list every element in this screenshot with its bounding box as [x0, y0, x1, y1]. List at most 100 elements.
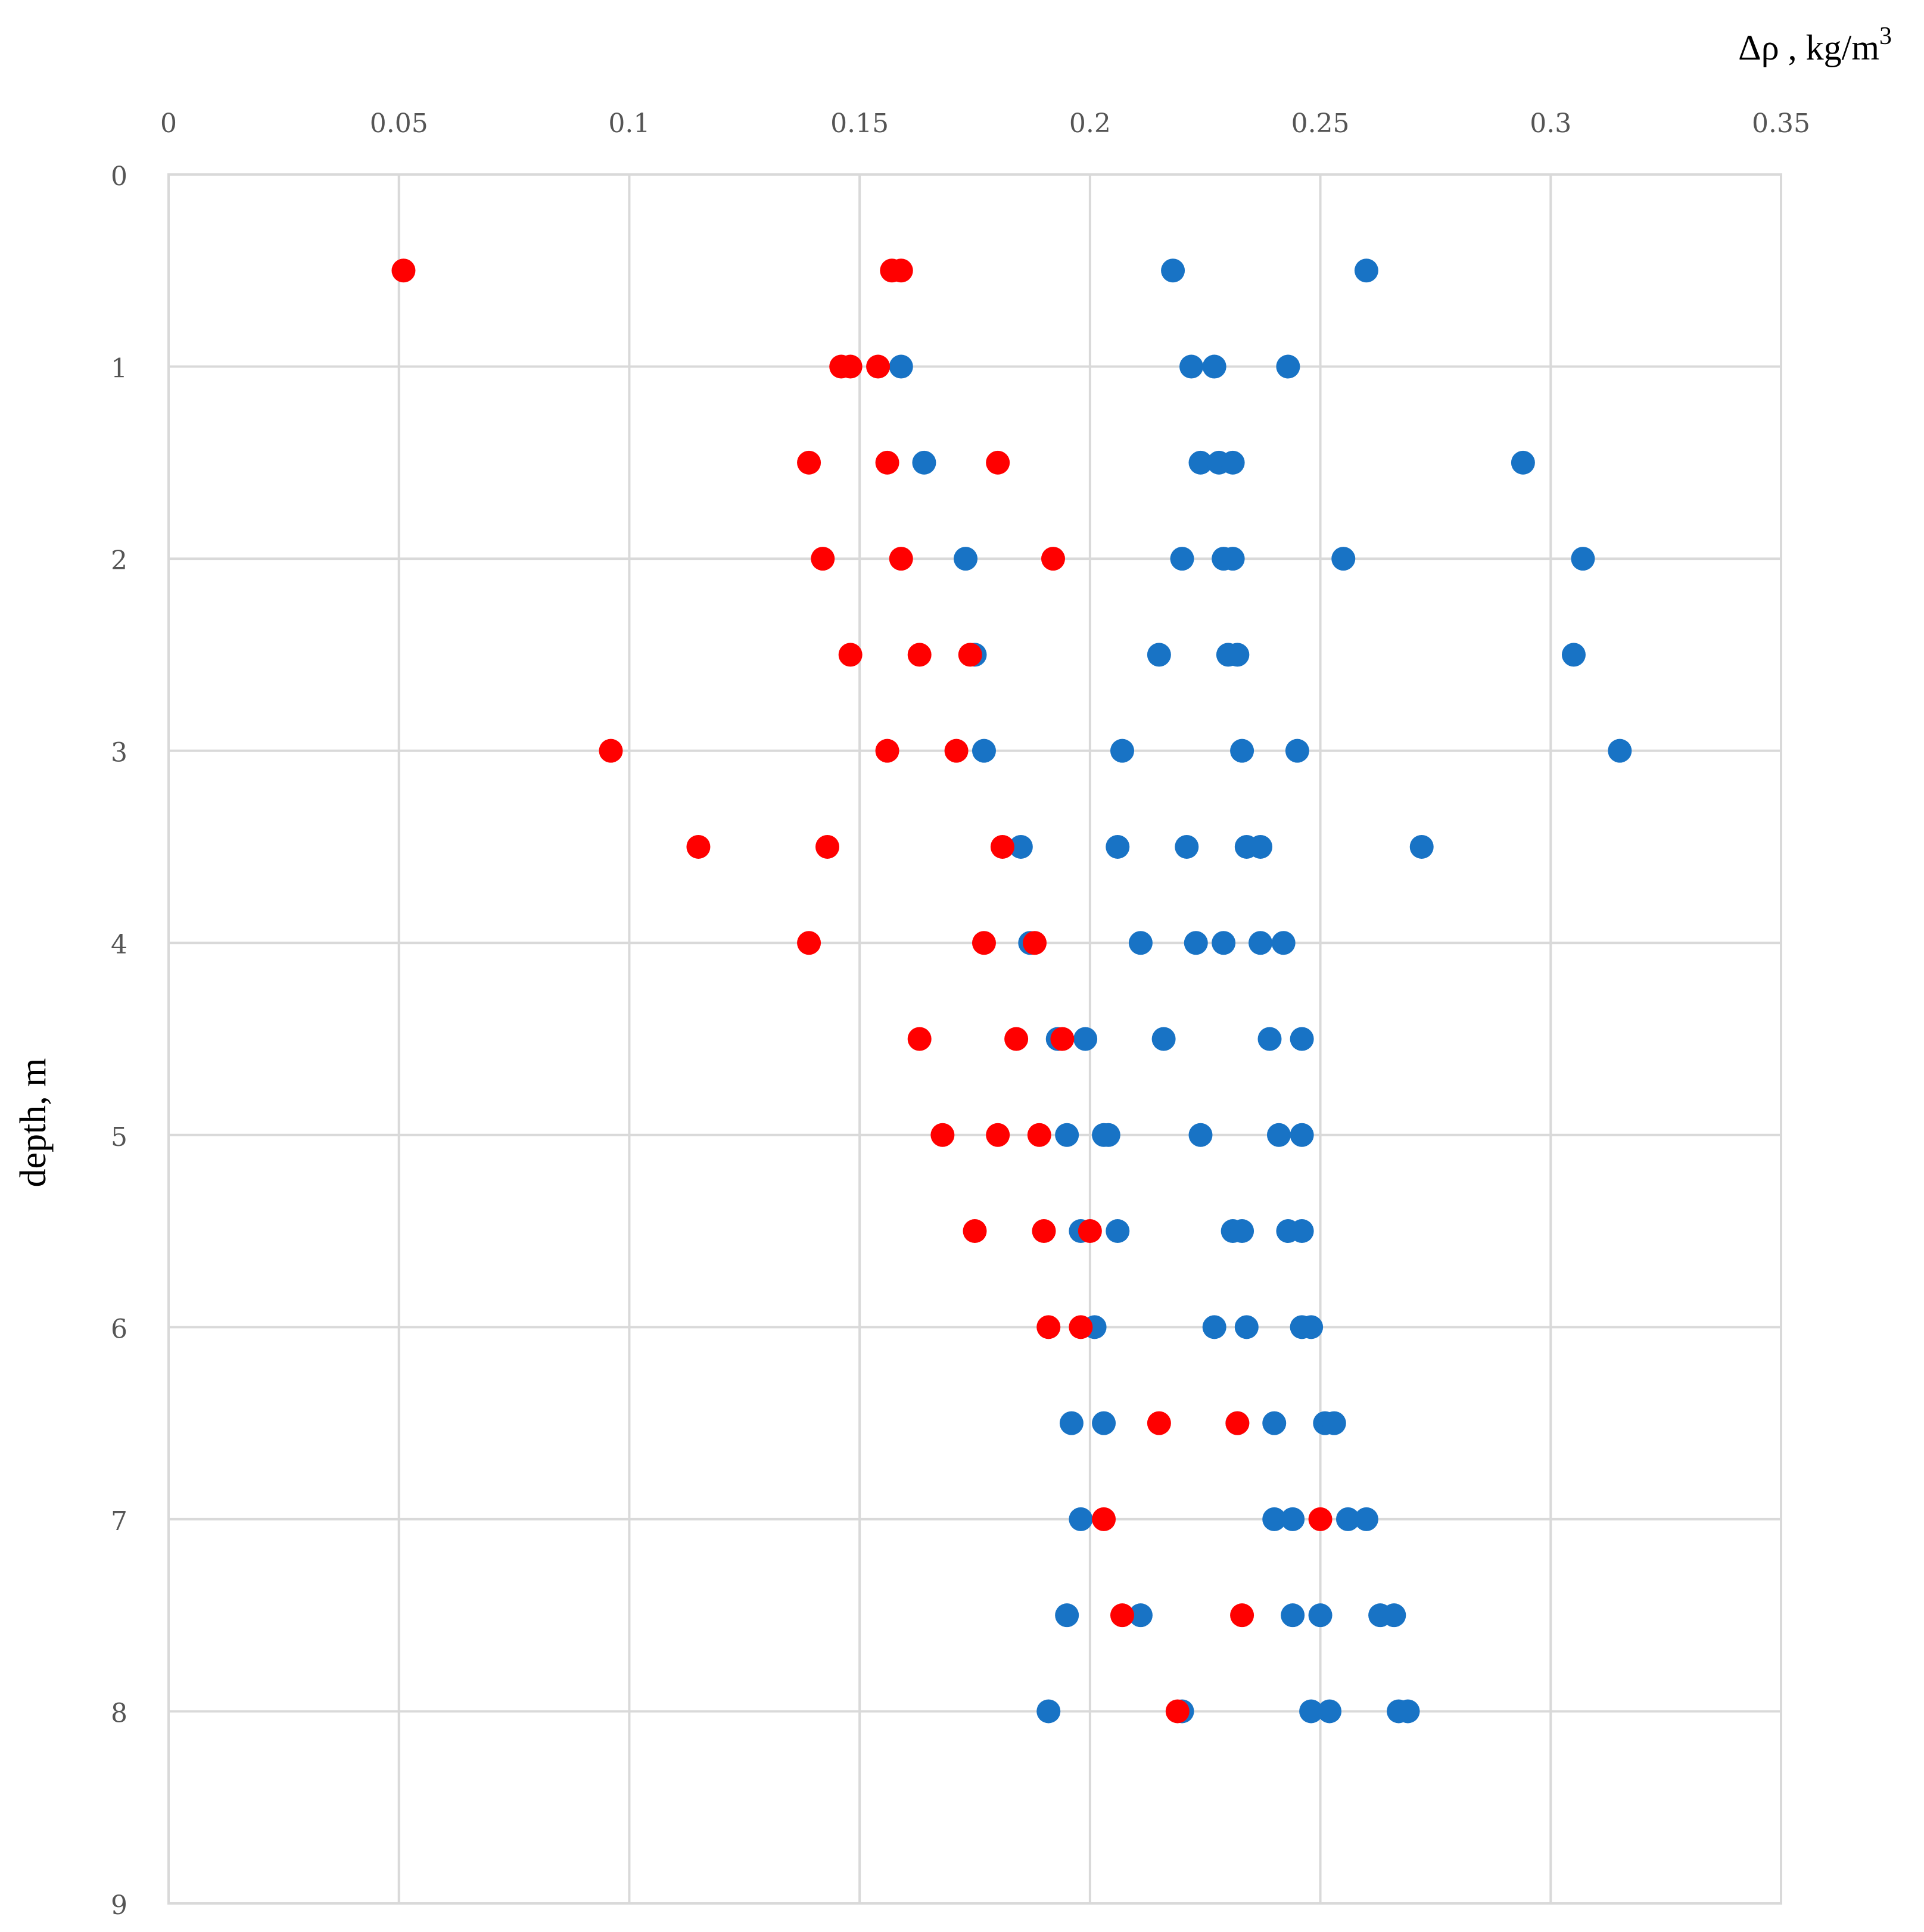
data-point-blue: [1234, 1315, 1259, 1339]
y-axis-label: depth, m: [13, 1058, 54, 1188]
data-point-blue: [1128, 931, 1153, 955]
data-point-red: [944, 738, 969, 763]
data-point-red: [963, 1219, 987, 1244]
data-point-blue: [1276, 354, 1300, 379]
data-point-blue: [1069, 1507, 1093, 1531]
data-point-red: [797, 450, 821, 475]
y-tick-label: 2: [111, 546, 127, 576]
data-point-blue: [1202, 1315, 1226, 1339]
data-point-blue: [1055, 1603, 1079, 1628]
data-point-blue: [1225, 643, 1250, 667]
data-point-red: [986, 1123, 1010, 1147]
y-tick-label: 7: [111, 1506, 127, 1537]
data-point-blue: [1110, 738, 1134, 763]
data-point-blue: [1266, 1123, 1291, 1147]
y-tick-label: 8: [111, 1698, 127, 1728]
data-point-red: [838, 643, 863, 667]
data-point-blue: [1221, 450, 1245, 475]
data-point-blue: [1299, 1699, 1324, 1724]
x-axis-tick-labels: 0 0.05 0.1 0.15 0.2 0.25 0.3 0.35: [160, 108, 1810, 139]
x-tick-label: 0.05: [370, 108, 428, 139]
plot-area: [167, 173, 1782, 1905]
data-point-blue: [1382, 1603, 1406, 1628]
data-point-red: [972, 931, 996, 955]
data-point-red: [599, 738, 623, 763]
data-point-red: [1110, 1603, 1134, 1628]
data-point-blue: [1221, 547, 1245, 571]
series-red: [391, 258, 1333, 1724]
y-axis-tick-labels: 0 1 2 3 4 5 6 7 8 9: [111, 161, 127, 1921]
data-point-red: [1230, 1603, 1254, 1628]
data-point-red: [1032, 1219, 1056, 1244]
data-point-blue: [1212, 931, 1236, 955]
data-point-red: [815, 834, 840, 859]
data-point-red: [875, 450, 899, 475]
data-point-blue: [1036, 1699, 1061, 1724]
data-point-red: [797, 931, 821, 955]
x-tick-label: 0: [160, 108, 177, 139]
data-point-red: [1225, 1411, 1250, 1435]
x-tick-label: 0.2: [1069, 108, 1111, 139]
data-point-blue: [1008, 834, 1033, 859]
data-point-blue: [1230, 1219, 1254, 1244]
data-point-red: [1036, 1315, 1061, 1339]
data-point-blue: [1318, 1699, 1342, 1724]
data-point-blue: [1262, 1507, 1287, 1531]
series-blue: [889, 258, 1632, 1724]
data-point-red: [1092, 1507, 1116, 1531]
y-tick-label: 3: [111, 738, 127, 768]
data-point-blue: [1396, 1699, 1420, 1724]
data-point-blue: [1354, 1507, 1378, 1531]
data-point-red: [958, 643, 982, 667]
data-point-red: [1147, 1411, 1171, 1435]
data-point-red: [811, 547, 835, 571]
data-point-blue: [1281, 1507, 1305, 1531]
data-point-blue: [1409, 834, 1434, 859]
y-tick-label: 5: [111, 1122, 127, 1152]
data-point-blue: [1290, 1123, 1314, 1147]
data-point-blue: [1184, 931, 1208, 955]
data-point-red: [1069, 1315, 1093, 1339]
data-point-blue: [889, 354, 913, 379]
data-point-red: [838, 354, 863, 379]
data-point-red: [889, 547, 913, 571]
data-point-blue: [1511, 450, 1535, 475]
data-point-blue: [1257, 1027, 1282, 1051]
data-point-red: [1041, 547, 1065, 571]
data-point-blue: [1106, 1219, 1130, 1244]
data-point-blue: [1290, 1219, 1314, 1244]
data-point-red: [866, 354, 891, 379]
data-point-red: [1004, 1027, 1029, 1051]
y-tick-label: 0: [111, 161, 127, 192]
data-point-blue: [912, 450, 936, 475]
data-point-blue: [1096, 1123, 1120, 1147]
data-point-blue: [1092, 1411, 1116, 1435]
data-point-red: [1027, 1123, 1051, 1147]
data-point-red: [930, 1123, 955, 1147]
data-point-red: [1165, 1699, 1190, 1724]
data-point-blue: [1179, 354, 1204, 379]
data-point-blue: [1170, 547, 1194, 571]
data-point-red: [1308, 1507, 1333, 1531]
data-point-red: [1078, 1219, 1102, 1244]
data-point-blue: [1262, 1411, 1287, 1435]
data-point-red: [907, 643, 932, 667]
x-tick-label: 0.25: [1291, 108, 1350, 139]
y-tick-label: 4: [111, 930, 127, 960]
x-tick-label: 0.35: [1752, 108, 1810, 139]
data-point-blue: [972, 738, 996, 763]
data-point-blue: [1285, 738, 1309, 763]
data-point-blue: [1106, 834, 1130, 859]
x-axis-label-main: Δρ , kg/m: [1738, 28, 1879, 67]
data-point-red: [907, 1027, 932, 1051]
data-point-blue: [1230, 738, 1254, 763]
data-point-blue: [1281, 1603, 1305, 1628]
data-point-blue: [1073, 1027, 1098, 1051]
data-point-blue: [1059, 1411, 1084, 1435]
data-point-blue: [1561, 643, 1586, 667]
data-point-blue: [1331, 547, 1356, 571]
data-point-blue: [1147, 643, 1171, 667]
data-point-blue: [1335, 1507, 1360, 1531]
y-tick-label: 1: [111, 354, 127, 384]
